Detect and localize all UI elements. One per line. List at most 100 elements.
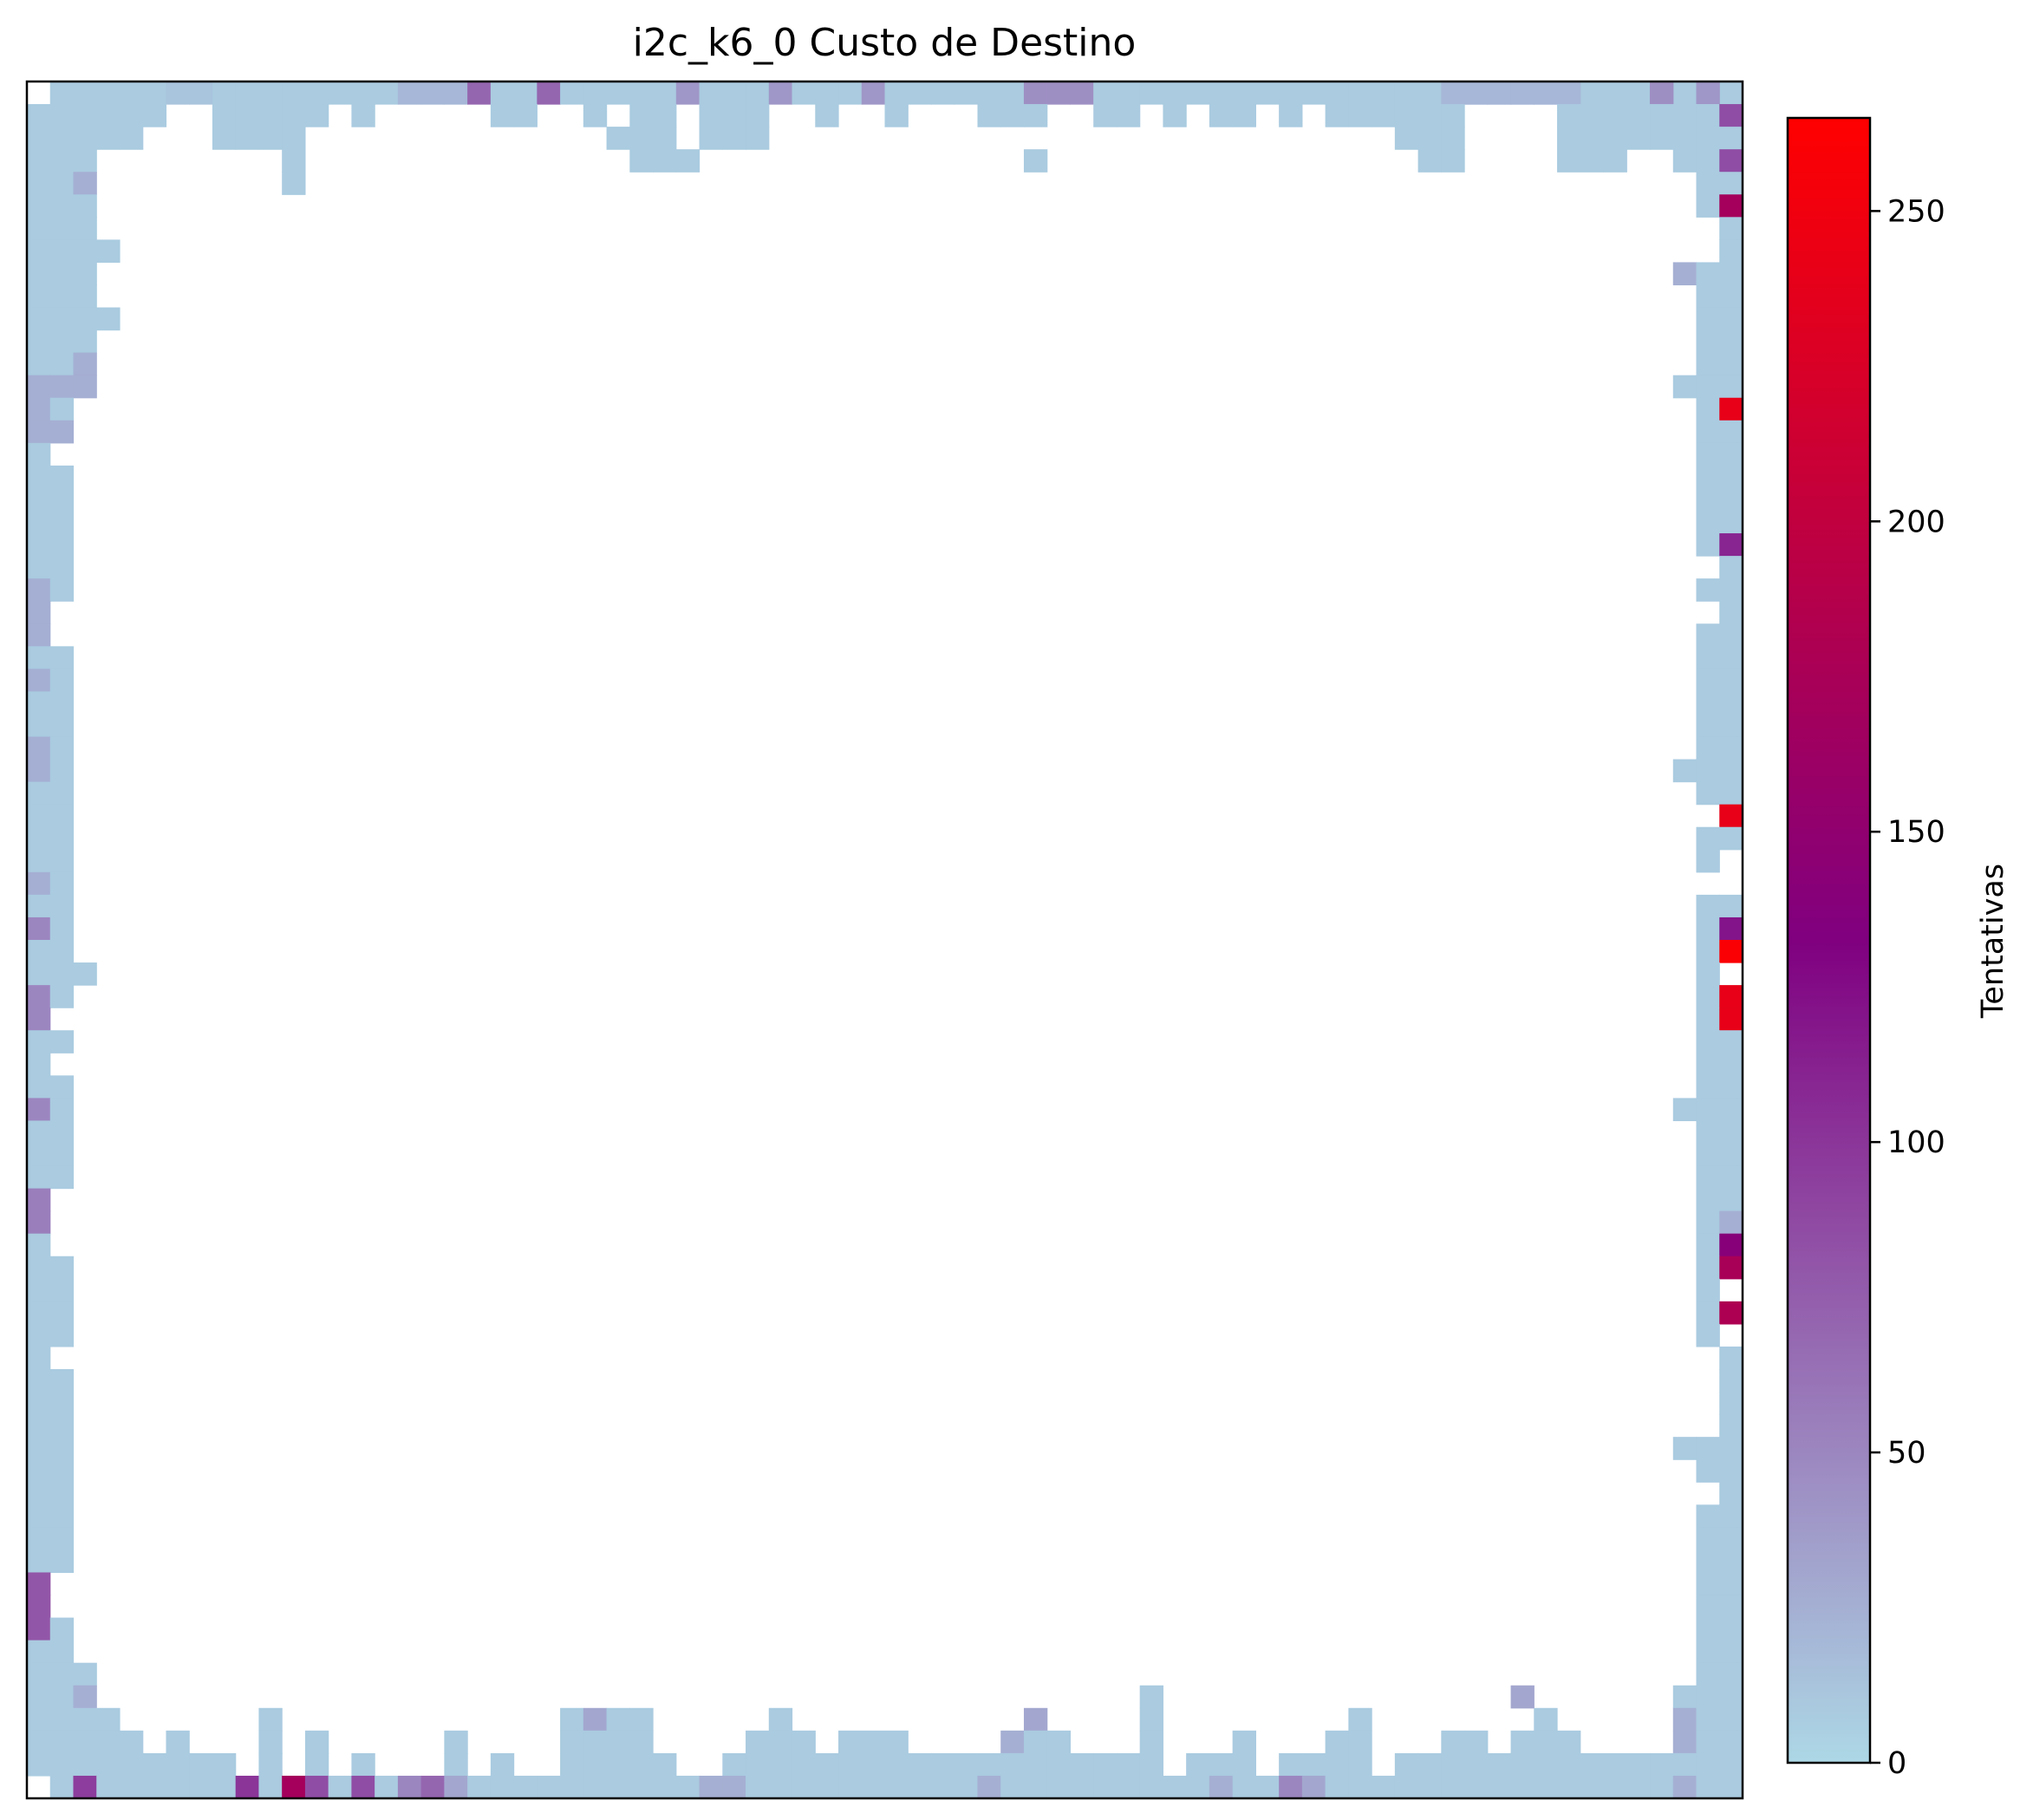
heatmap-cell xyxy=(1000,1730,1025,1754)
heatmap-cell xyxy=(1696,1008,1720,1031)
heatmap-cell xyxy=(1696,1278,1720,1302)
heatmap-cell xyxy=(258,1752,283,1777)
heatmap-cell xyxy=(1209,1775,1234,1799)
colorbar-ticks: 0 50 100 150 200 250 xyxy=(1870,194,1945,1781)
heatmap-cell xyxy=(1719,646,1743,669)
colorbar-tick-label: 250 xyxy=(1887,194,1945,229)
heatmap-cell xyxy=(1719,781,1743,806)
heatmap-cell xyxy=(699,1775,723,1799)
heatmap-cell xyxy=(1696,1752,1720,1777)
heatmap-cell xyxy=(1696,533,1720,557)
heatmap-cell xyxy=(1719,1572,1743,1596)
heatmap-cell xyxy=(1139,1730,1164,1754)
heatmap-cell xyxy=(815,104,839,127)
heatmap-cell xyxy=(27,1143,51,1167)
heatmap-cell xyxy=(1696,1143,1720,1167)
heatmap-cell xyxy=(258,1775,283,1799)
heatmap-cell xyxy=(1186,82,1210,105)
heatmap-cell xyxy=(977,104,1001,127)
heatmap-cell xyxy=(1696,1098,1720,1122)
heatmap-cell xyxy=(1348,104,1372,127)
heatmap-cell xyxy=(27,487,51,512)
heatmap-cell xyxy=(1348,1730,1372,1754)
heatmap-cell xyxy=(49,511,75,534)
heatmap-cell xyxy=(27,442,51,466)
heatmap-cell xyxy=(1464,82,1489,105)
heatmap-cell xyxy=(1696,1662,1720,1686)
heatmap-cell xyxy=(1626,127,1651,150)
heatmap-cell xyxy=(27,1301,51,1325)
heatmap-cell xyxy=(792,1775,816,1799)
heatmap-cell xyxy=(375,1775,399,1799)
heatmap-cell xyxy=(1650,1752,1674,1777)
heatmap-cell xyxy=(27,1188,51,1212)
heatmap-cell xyxy=(1696,1527,1720,1551)
heatmap-cell xyxy=(27,104,51,127)
heatmap-cell xyxy=(1719,578,1743,602)
heatmap-cell xyxy=(27,1662,51,1686)
heatmap-cell xyxy=(27,646,51,669)
heatmap-cell xyxy=(1557,149,1581,173)
heatmap-cell xyxy=(513,1775,538,1799)
heatmap-cell xyxy=(861,1730,886,1754)
heatmap-cell xyxy=(815,1775,839,1799)
heatmap-cell xyxy=(73,329,97,354)
heatmap-cell xyxy=(583,1707,608,1732)
heatmap-cell xyxy=(977,1775,1001,1799)
heatmap-cell xyxy=(606,1752,630,1777)
heatmap-cell xyxy=(27,804,51,828)
heatmap-cell xyxy=(1696,759,1720,783)
heatmap-cell xyxy=(629,127,654,150)
heatmap-cell xyxy=(27,1527,51,1551)
heatmap-cell xyxy=(96,104,121,127)
heatmap-cell xyxy=(49,1459,75,1483)
heatmap-cell xyxy=(73,149,97,173)
heatmap-cell xyxy=(1696,329,1720,354)
heatmap-cell xyxy=(1719,691,1743,715)
heatmap-cell xyxy=(884,1730,909,1754)
heatmap-cell xyxy=(49,917,75,941)
heatmap-cell xyxy=(792,82,816,105)
heatmap-cell xyxy=(884,104,909,127)
heatmap-cell xyxy=(1487,1752,1512,1777)
heatmap-cell xyxy=(1487,1775,1512,1799)
heatmap-cell xyxy=(490,1752,515,1777)
heatmap-cell xyxy=(27,1008,51,1031)
heatmap-cell xyxy=(212,104,237,127)
plot-frame xyxy=(25,80,1744,1800)
heatmap-cell xyxy=(1696,1730,1720,1754)
heatmap-cell xyxy=(27,1572,51,1596)
heatmap-cell xyxy=(1696,1165,1720,1190)
heatmap-cell xyxy=(49,194,75,218)
heatmap-cell xyxy=(49,578,75,602)
heatmap-cell xyxy=(1719,669,1743,693)
heatmap-cell xyxy=(1719,1188,1743,1212)
heatmap-cell xyxy=(27,669,51,693)
heatmap-cell xyxy=(583,82,608,105)
heatmap-cell xyxy=(1719,1346,1743,1370)
heatmap-cell xyxy=(27,1392,51,1415)
heatmap-cell xyxy=(1719,104,1743,127)
heatmap-cell xyxy=(1696,1053,1720,1076)
heatmap-cell xyxy=(653,127,677,150)
heatmap-cell xyxy=(1301,1775,1326,1799)
heatmap-cell xyxy=(746,1775,770,1799)
heatmap-cell xyxy=(49,826,75,851)
heatmap-cell xyxy=(1696,194,1720,218)
heatmap-cell xyxy=(1464,1730,1489,1754)
heatmap-cell xyxy=(746,1752,770,1777)
heatmap-cell xyxy=(73,194,97,218)
heatmap-cell xyxy=(351,82,375,105)
heatmap-cell xyxy=(1394,104,1419,127)
heatmap-cell xyxy=(1534,1775,1558,1799)
heatmap-cell xyxy=(49,172,75,195)
heatmap-cell xyxy=(1696,149,1720,173)
heatmap-cell xyxy=(1534,1730,1558,1754)
heatmap-cell xyxy=(1672,1775,1697,1799)
heatmap-cell xyxy=(1672,759,1697,783)
heatmap-cell xyxy=(1696,623,1720,647)
heatmap-cell xyxy=(96,239,121,264)
heatmap-cell xyxy=(1186,1775,1210,1799)
heatmap-cell xyxy=(27,1075,51,1099)
heatmap-cell xyxy=(583,1730,608,1754)
